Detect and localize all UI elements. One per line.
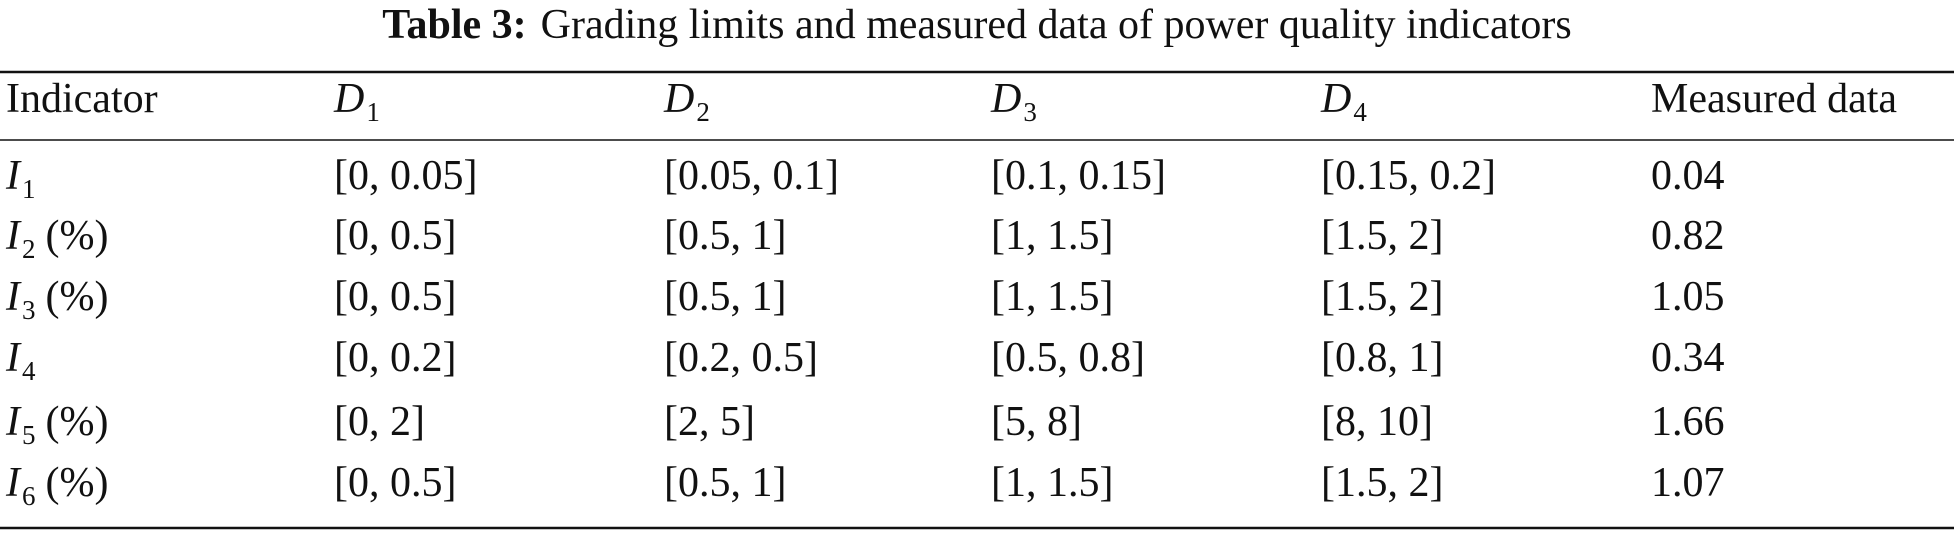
symbol: I bbox=[5, 153, 22, 199]
cell: 0.82 bbox=[1651, 213, 1725, 259]
symbol: I bbox=[5, 399, 22, 445]
cell: 1.07 bbox=[1651, 460, 1725, 506]
header-cell: D3 bbox=[990, 76, 1037, 127]
symbol: I bbox=[5, 274, 22, 320]
cell: [0.15, 0.2] bbox=[1321, 153, 1496, 199]
cell: [0.5, 0.8] bbox=[991, 335, 1145, 381]
caption: Table 3: Grading limits and measured data… bbox=[382, 2, 1571, 48]
row-label: I5 (%) bbox=[5, 399, 108, 450]
subscript: 3 bbox=[22, 295, 36, 325]
cell: [0.05, 0.1] bbox=[664, 153, 839, 199]
cell: 1.05 bbox=[1651, 274, 1725, 320]
cell: [0.1, 0.15] bbox=[991, 153, 1166, 199]
subscript: 2 bbox=[696, 97, 710, 127]
cell: [1, 1.5] bbox=[991, 460, 1113, 506]
cell: [0, 0.2] bbox=[334, 335, 456, 381]
symbol: I bbox=[5, 213, 22, 259]
symbol: D bbox=[333, 76, 364, 122]
row-label: I4 bbox=[5, 335, 36, 386]
cell: [0, 0.5] bbox=[334, 213, 456, 259]
row-label: I2 (%) bbox=[5, 213, 108, 264]
cell: [8, 10] bbox=[1321, 399, 1433, 445]
subscript: 3 bbox=[1023, 97, 1037, 127]
unit: (%) bbox=[46, 399, 109, 445]
cell: 0.34 bbox=[1651, 335, 1725, 381]
cell: [0, 0.5] bbox=[334, 460, 456, 506]
cell: [0, 0.5] bbox=[334, 274, 456, 320]
row-label: I6 (%) bbox=[5, 460, 108, 511]
cell: [1.5, 2] bbox=[1321, 213, 1443, 259]
cell: [2, 5] bbox=[664, 399, 755, 445]
cell: [5, 8] bbox=[991, 399, 1082, 445]
subscript: 4 bbox=[22, 356, 36, 386]
cell: [0, 0.05] bbox=[334, 153, 477, 199]
cell: [0.5, 1] bbox=[664, 274, 786, 320]
cell: 0.04 bbox=[1651, 153, 1725, 199]
subscript: 4 bbox=[1353, 97, 1367, 127]
cell: [0, 2] bbox=[334, 399, 425, 445]
symbol: D bbox=[990, 76, 1021, 122]
symbol: D bbox=[663, 76, 694, 122]
subscript: 6 bbox=[22, 481, 36, 511]
header-cell: D1 bbox=[333, 76, 380, 127]
subscript: 2 bbox=[22, 234, 36, 264]
cell: [0.8, 1] bbox=[1321, 335, 1443, 381]
caption-label: Table 3: bbox=[382, 2, 526, 48]
cell: 1.66 bbox=[1651, 399, 1725, 445]
subscript: 1 bbox=[22, 174, 36, 204]
subscript: 1 bbox=[366, 97, 380, 127]
symbol: D bbox=[1320, 76, 1351, 122]
cell: [1, 1.5] bbox=[991, 213, 1113, 259]
header-cell: Measured data bbox=[1651, 76, 1897, 122]
cell: [1.5, 2] bbox=[1321, 460, 1443, 506]
cell: [0.5, 1] bbox=[664, 213, 786, 259]
header-cell: D4 bbox=[1320, 76, 1367, 127]
unit: (%) bbox=[46, 274, 109, 320]
subscript: 5 bbox=[22, 420, 36, 450]
caption-text: Grading limits and measured data of powe… bbox=[541, 2, 1572, 48]
cell: [1, 1.5] bbox=[991, 274, 1113, 320]
symbol: I bbox=[5, 335, 22, 381]
row-label: I3 (%) bbox=[5, 274, 108, 325]
header-cell: D2 bbox=[663, 76, 710, 127]
cell: [0.5, 1] bbox=[664, 460, 786, 506]
cell: [1.5, 2] bbox=[1321, 274, 1443, 320]
unit: (%) bbox=[46, 460, 109, 506]
cell: [0.2, 0.5] bbox=[664, 335, 818, 381]
unit: (%) bbox=[46, 213, 109, 259]
row-label: I1 bbox=[5, 153, 36, 204]
header-cell: Indicator bbox=[6, 76, 158, 122]
symbol: I bbox=[5, 460, 22, 506]
